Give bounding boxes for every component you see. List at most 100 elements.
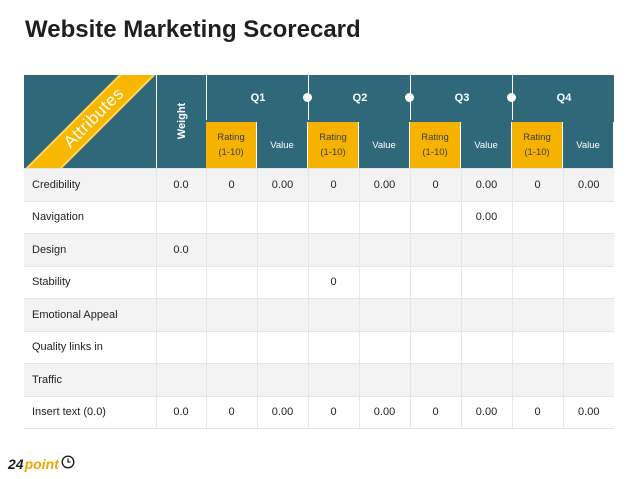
score-cell[interactable] xyxy=(256,200,308,234)
weight-cell[interactable] xyxy=(155,330,206,364)
score-cell[interactable] xyxy=(409,200,461,234)
weight-cell[interactable]: 0.0 xyxy=(155,233,206,267)
weight-header: Weight xyxy=(156,75,207,168)
score-cell[interactable] xyxy=(307,363,359,397)
table-row: Navigation 0.00 xyxy=(24,200,614,234)
row-label: Stability xyxy=(24,265,156,299)
score-cell[interactable] xyxy=(511,298,563,332)
subheader-value: Value xyxy=(461,122,512,168)
weight-cell[interactable] xyxy=(155,298,206,332)
score-cell[interactable] xyxy=(256,233,308,267)
score-cell[interactable] xyxy=(511,233,563,267)
score-cell[interactable]: 0.00 xyxy=(460,395,512,429)
score-cell[interactable] xyxy=(358,233,410,267)
score-cell[interactable] xyxy=(460,265,512,299)
score-cell[interactable]: 0 xyxy=(307,395,359,429)
attributes-corner: Attributes xyxy=(24,75,156,168)
score-cell[interactable]: 0.00 xyxy=(460,200,512,234)
score-cell[interactable] xyxy=(256,363,308,397)
score-cell[interactable] xyxy=(256,265,308,299)
score-cell[interactable]: 0.00 xyxy=(358,168,410,202)
row-label: Credibility xyxy=(24,168,156,202)
table-row: Quality links in xyxy=(24,330,614,364)
score-cell[interactable]: 0.00 xyxy=(562,168,614,202)
score-cell[interactable] xyxy=(460,298,512,332)
score-cell[interactable]: 0 xyxy=(409,168,461,202)
score-cell[interactable] xyxy=(205,200,257,234)
weight-cell[interactable]: 0.0 xyxy=(155,168,206,202)
score-cell[interactable] xyxy=(307,330,359,364)
quarter-header-q1: Q1 xyxy=(206,75,309,120)
score-cell[interactable] xyxy=(205,298,257,332)
subheader-row: Rating (1-10) Value Rating (1-10) Value Rati… xyxy=(206,122,614,168)
row-label: Navigation xyxy=(24,200,156,234)
score-cell[interactable] xyxy=(460,363,512,397)
subheader-rating: Rating (1-10) xyxy=(410,122,461,168)
subheader-rating: Rating (1-10) xyxy=(308,122,359,168)
score-cell[interactable] xyxy=(409,363,461,397)
logo-number: 24 xyxy=(8,456,24,472)
scorecard-table: Attributes Weight Q1 Q2 Q3 Q4 Rating (1-… xyxy=(24,75,614,429)
score-cell[interactable]: 0.00 xyxy=(256,395,308,429)
score-cell[interactable] xyxy=(256,298,308,332)
score-cell[interactable] xyxy=(409,233,461,267)
score-cell[interactable] xyxy=(562,363,614,397)
score-cell[interactable] xyxy=(511,363,563,397)
score-cell[interactable] xyxy=(307,200,359,234)
subheader-rating: Rating (1-10) xyxy=(206,122,257,168)
score-cell[interactable] xyxy=(562,330,614,364)
quarter-header-q4: Q4 xyxy=(512,75,614,120)
subheader-rating: Rating (1-10) xyxy=(512,122,563,168)
score-cell[interactable] xyxy=(358,200,410,234)
score-cell[interactable] xyxy=(511,330,563,364)
table-row: Traffic xyxy=(24,363,614,397)
score-cell[interactable] xyxy=(358,363,410,397)
score-cell[interactable]: 0 xyxy=(511,168,563,202)
score-cell[interactable] xyxy=(358,265,410,299)
score-cell[interactable]: 0 xyxy=(307,265,359,299)
score-cell[interactable] xyxy=(511,265,563,299)
score-cell[interactable]: 0.00 xyxy=(562,395,614,429)
score-cell[interactable] xyxy=(409,298,461,332)
score-cell[interactable] xyxy=(409,265,461,299)
row-label: Design xyxy=(24,233,156,267)
table-row: Design 0.0 xyxy=(24,233,614,267)
score-cell[interactable] xyxy=(307,233,359,267)
score-cell[interactable] xyxy=(358,330,410,364)
score-cell[interactable] xyxy=(460,233,512,267)
score-cell[interactable] xyxy=(562,233,614,267)
score-cell[interactable]: 0 xyxy=(409,395,461,429)
score-cell[interactable] xyxy=(460,330,512,364)
score-cell[interactable] xyxy=(205,265,257,299)
score-cell[interactable] xyxy=(511,200,563,234)
score-cell[interactable] xyxy=(205,330,257,364)
weight-cell[interactable] xyxy=(155,200,206,234)
score-cell[interactable] xyxy=(205,233,257,267)
score-cell[interactable]: 0.00 xyxy=(256,168,308,202)
weight-label: Weight xyxy=(176,102,188,140)
subheader-value: Value xyxy=(563,122,614,168)
weight-cell[interactable] xyxy=(155,265,206,299)
table-row: Stability 0 xyxy=(24,265,614,299)
score-cell[interactable]: 0 xyxy=(307,168,359,202)
subheader-value: Value xyxy=(359,122,410,168)
weight-cell[interactable] xyxy=(155,363,206,397)
score-cell[interactable]: 0.00 xyxy=(358,395,410,429)
score-cell[interactable]: 0.00 xyxy=(460,168,512,202)
score-cell[interactable]: 0 xyxy=(205,168,257,202)
brand-logo: 24 point xyxy=(8,454,75,473)
score-cell[interactable] xyxy=(562,298,614,332)
score-cell[interactable] xyxy=(409,330,461,364)
score-cell[interactable]: 0 xyxy=(205,395,257,429)
score-cell[interactable] xyxy=(358,298,410,332)
score-cell[interactable] xyxy=(562,200,614,234)
score-cell[interactable] xyxy=(562,265,614,299)
score-cell[interactable] xyxy=(256,330,308,364)
page-title: Website Marketing Scorecard xyxy=(25,16,361,43)
score-cell[interactable] xyxy=(205,363,257,397)
quarter-separator-dot xyxy=(507,93,516,102)
score-cell[interactable] xyxy=(307,298,359,332)
row-label: Quality links in xyxy=(24,330,156,364)
weight-cell[interactable]: 0.0 xyxy=(155,395,206,429)
score-cell[interactable]: 0 xyxy=(511,395,563,429)
